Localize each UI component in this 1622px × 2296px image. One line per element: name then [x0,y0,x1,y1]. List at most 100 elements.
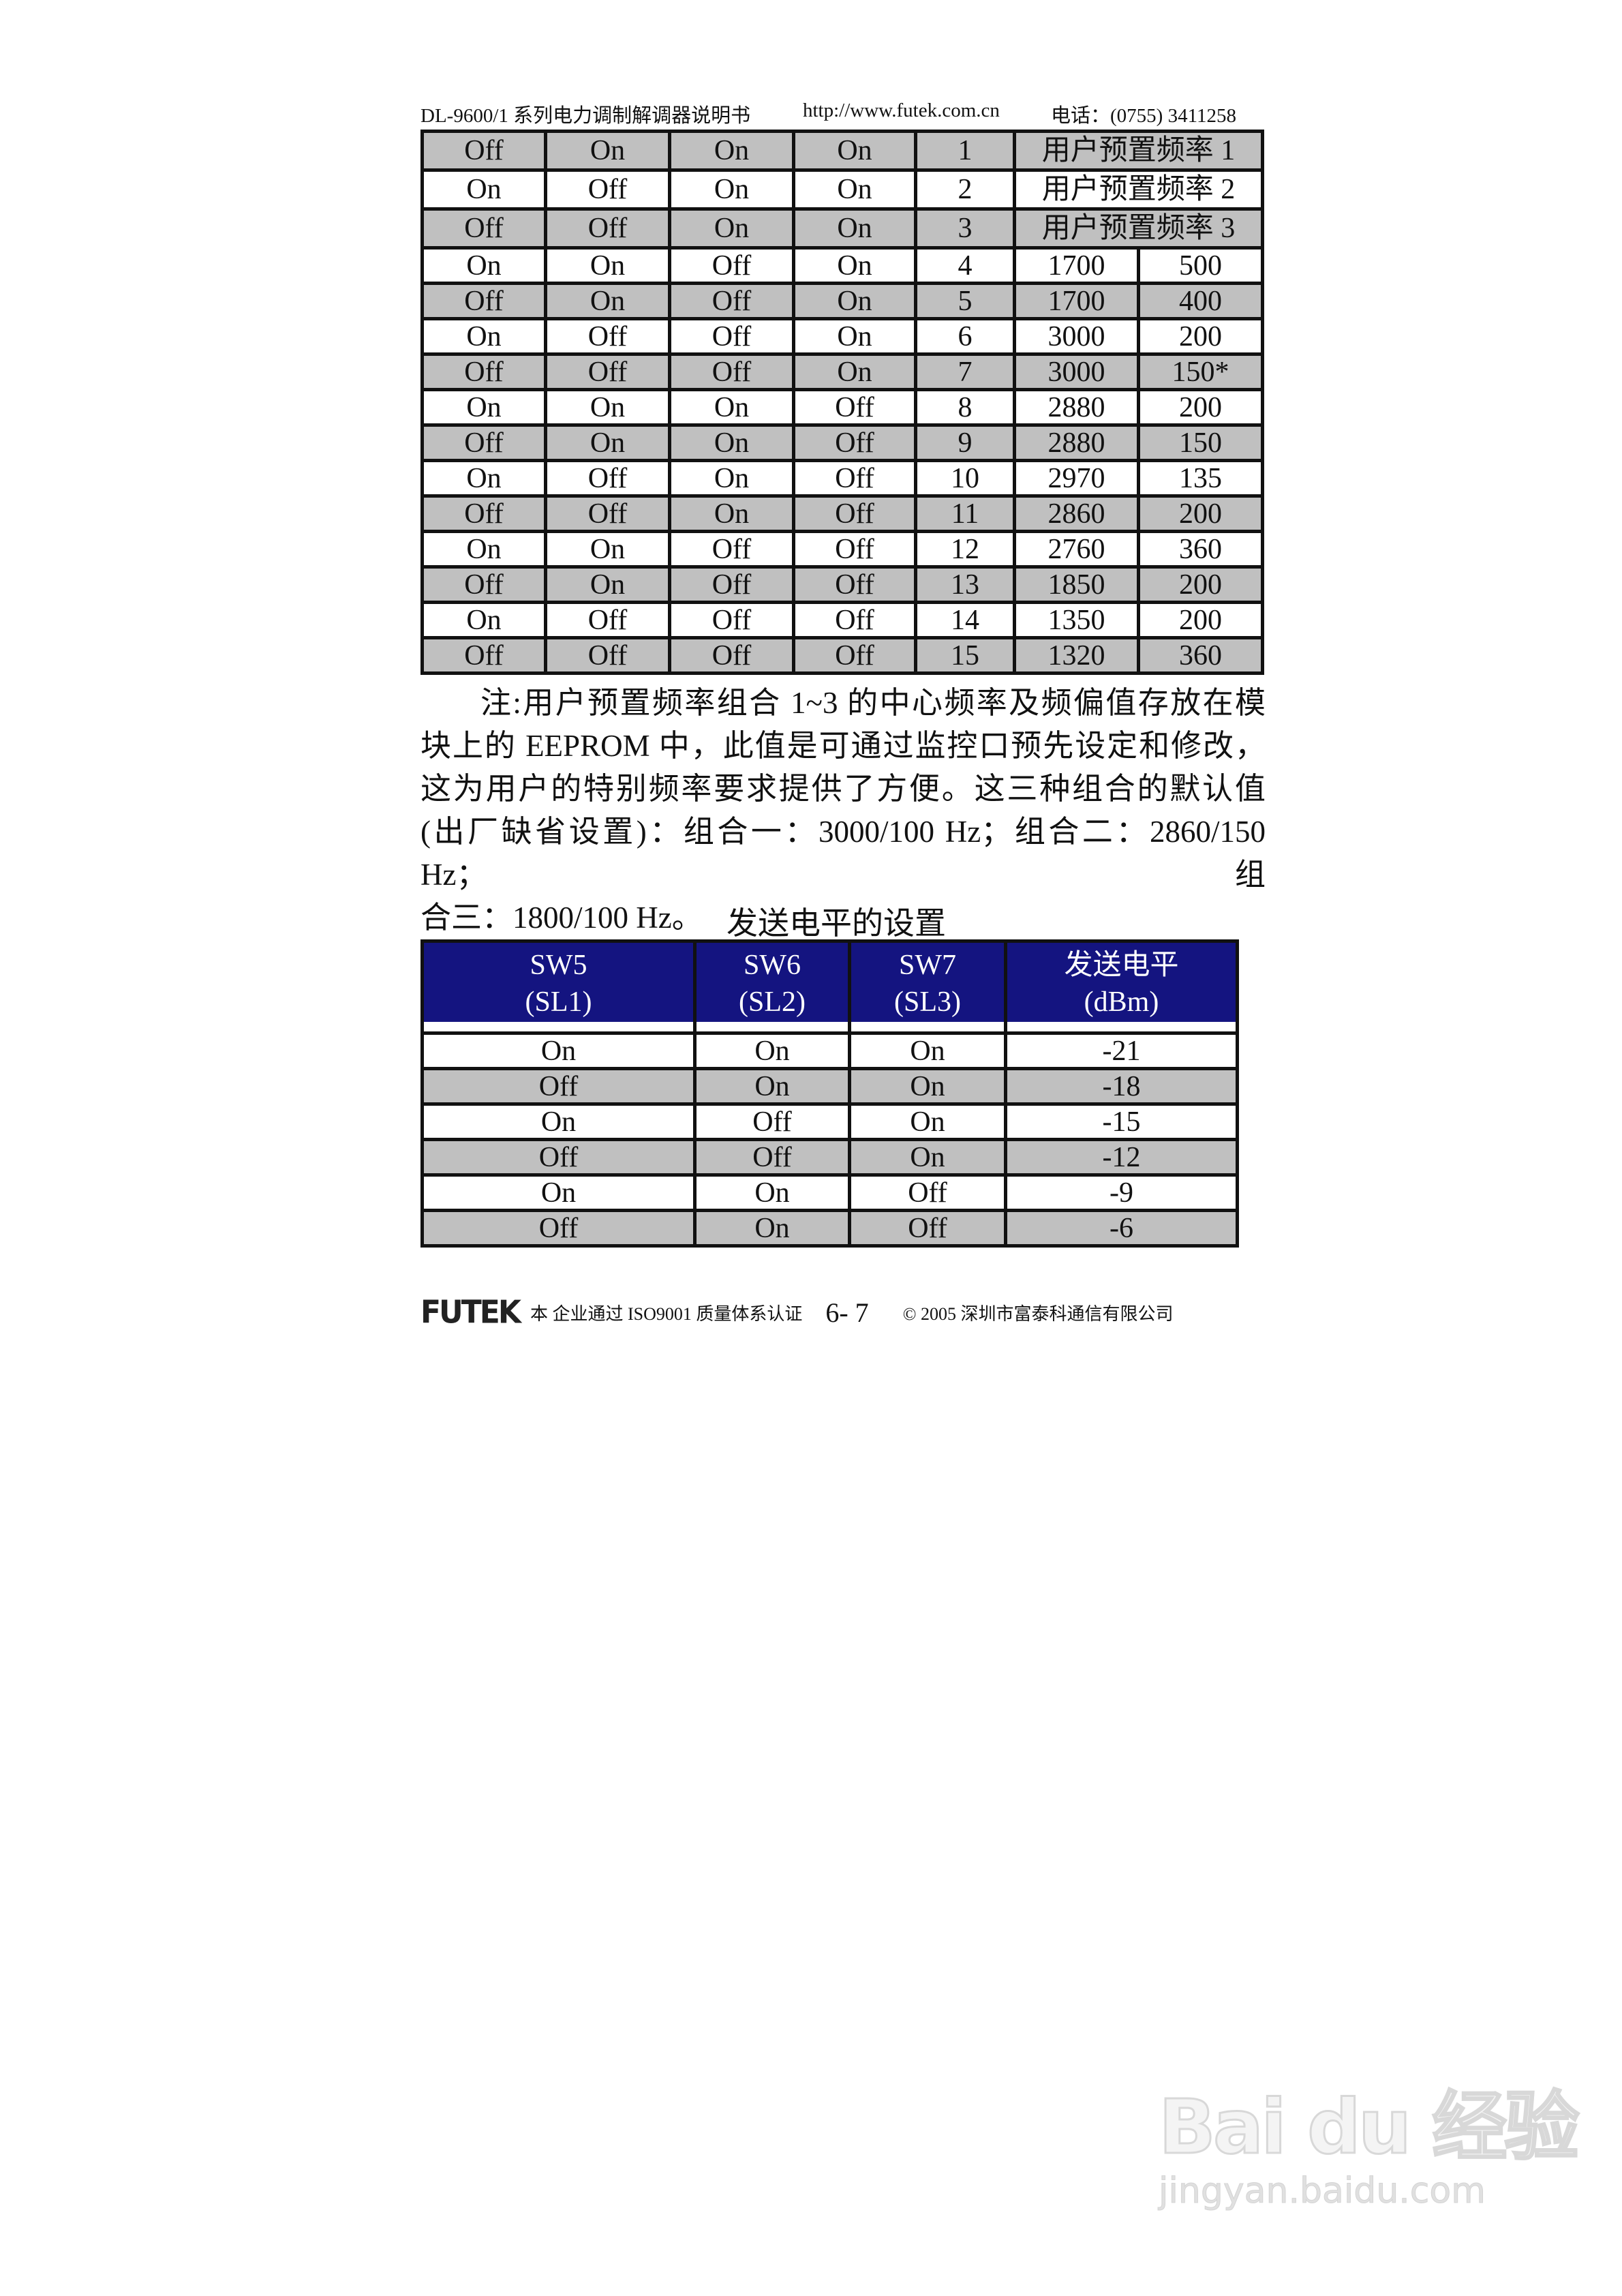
switch-state-cell: On [420,530,547,569]
combination-number-cell: 15 [914,636,1016,675]
page-footer: FUTEK 本 企业通过 ISO9001 质量体系认证 6- 7 © 2005 … [420,1295,1173,1331]
center-frequency-cell: 3000 [1013,352,1140,391]
baidu-watermark: Bai du 经验 jingyan.baidu.com [1157,2083,1580,2212]
frequency-deviation-cell: 200 [1136,388,1265,427]
transmit-level-cell: -21 [1004,1031,1239,1070]
switch-state-cell: On [420,168,547,211]
switch-state-cell: Off [668,565,795,604]
note-paragraph: 注:用户预置频率组合 1~3 的中心频率及频偏值存放在模 块上的 EEPROM … [420,682,1266,939]
switch-state-cell: Off [420,423,547,462]
header-line: (dBm) [1084,986,1159,1018]
switch-state-cell: Off [792,494,917,533]
frequency-deviation-cell: 400 [1136,282,1265,320]
switch-state-cell: Off [544,317,671,356]
website-url: http://www.futek.com.cn [803,100,1000,121]
table-row: On Off On -15 [420,1102,1239,1141]
note-line: 这为用户的特别频率要求提供了方便。这三种组合的默认值 [420,772,1266,806]
column-header: SW7 (SL3) [848,939,1007,1022]
switch-state-cell: Off [792,565,917,604]
table-row: On On On -21 [420,1031,1239,1070]
combination-number-cell: 8 [914,388,1016,427]
table-row: Off On On -18 [420,1067,1239,1106]
switch-state-cell: On [792,207,917,250]
switch-state-cell: On [792,130,917,172]
switch-state-cell: On [544,530,671,569]
table-row: Off On Off Off 13 1850 200 [420,565,1265,604]
switch-state-cell: Off [420,1209,697,1248]
switch-state-cell: Off [792,601,917,639]
combination-number-cell: 7 [914,352,1016,391]
switch-state-cell: Off [544,459,671,498]
switch-state-cell: Off [420,130,547,172]
switch-state-cell: Off [792,459,917,498]
page-number: 6- 7 [825,1297,869,1328]
combination-number-cell: 12 [914,530,1016,569]
switch-state-cell: Off [668,636,795,675]
center-frequency-cell: 2760 [1013,530,1140,569]
switch-state-cell: On [420,246,547,285]
switch-state-cell: On [544,130,671,172]
switch-state-cell: Off [848,1173,1007,1212]
frequency-deviation-cell: 200 [1136,601,1265,639]
table-row: Off On On Off 9 2880 150 [420,423,1265,462]
switch-state-cell: On [848,1102,1007,1141]
switch-state-cell: On [544,282,671,320]
preset-label-cell: 用户预置频率 3 [1012,207,1265,250]
table-row: On On Off -9 [420,1173,1239,1212]
switch-state-cell: On [848,1067,1007,1106]
center-frequency-cell: 1320 [1013,636,1140,675]
frequency-deviation-cell: 150 [1136,423,1265,462]
switch-state-cell: On [420,317,547,356]
combination-number-cell: 4 [914,246,1016,285]
switch-state-cell: On [848,1031,1007,1070]
switch-state-cell: On [420,388,547,427]
combination-number-cell: 3 [914,207,1016,250]
switch-state-cell: Off [420,207,547,250]
table-row: Off Off Off On 7 3000 150* [420,352,1265,391]
switch-state-cell: Off [420,1138,697,1177]
frequency-deviation-cell: 135 [1136,459,1265,498]
switch-state-cell: On [792,317,917,356]
switch-state-cell: Off [668,246,795,285]
switch-state-cell: Off [668,352,795,391]
switch-state-cell: On [420,459,547,498]
column-header: 发送电平 (dBm) [1004,939,1239,1022]
combination-number-cell: 13 [914,565,1016,604]
switch-state-cell: On [668,423,795,462]
switch-state-cell: On [420,1031,697,1070]
table-row: Off On Off -6 [420,1209,1239,1248]
center-frequency-cell: 1850 [1013,565,1140,604]
note-line: 注:用户预置频率组合 1~3 的中心频率及频偏值存放在模 [480,686,1266,720]
frequency-deviation-cell: 200 [1136,565,1265,604]
combination-number-cell: 14 [914,601,1016,639]
combination-number-cell: 2 [914,168,1016,211]
switch-state-cell: Off [420,352,547,391]
spacer-cell [693,1022,851,1035]
switch-state-cell: On [693,1031,851,1070]
switch-state-cell: On [544,565,671,604]
center-frequency-cell: 1700 [1013,282,1140,320]
switch-state-cell: Off [792,636,917,675]
switch-state-cell: Off [420,1067,697,1106]
switch-state-cell: Off [668,317,795,356]
transmit-level-cell: -6 [1004,1209,1239,1248]
switch-state-cell: On [792,168,917,211]
frequency-deviation-cell: 360 [1136,530,1265,569]
table-row: On On On Off 8 2880 200 [420,388,1265,427]
switch-state-cell: On [420,1102,697,1141]
doc-title: DL-9600/1 系列电力调制解调器说明书 [420,105,751,127]
switch-state-cell: On [420,601,547,639]
spacer-cell [848,1022,1007,1035]
table-row: On Off On On 2 用户预置频率 2 [420,168,1265,211]
switch-state-cell: Off [792,423,917,462]
frequency-deviation-cell: 200 [1136,317,1265,356]
switch-state-cell: On [668,130,795,172]
header-line: SW7 [899,950,956,981]
switch-state-cell: On [848,1138,1007,1177]
table-row: Off Off Off Off 15 1320 360 [420,636,1265,675]
table-row: On Off On Off 10 2970 135 [420,459,1265,498]
switch-state-cell: Off [420,494,547,533]
frequency-deviation-cell: 500 [1136,246,1265,285]
header-line: SW6 [744,950,801,981]
switch-state-cell: On [668,168,795,211]
